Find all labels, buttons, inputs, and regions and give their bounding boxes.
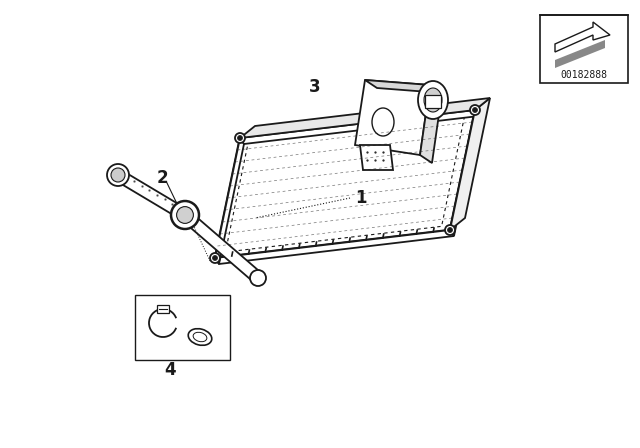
Polygon shape <box>420 85 442 163</box>
Polygon shape <box>450 110 479 236</box>
Polygon shape <box>157 305 169 313</box>
Text: 00182888: 00182888 <box>561 70 607 80</box>
Polygon shape <box>240 110 479 144</box>
Circle shape <box>235 133 245 143</box>
Polygon shape <box>181 211 262 283</box>
Ellipse shape <box>418 81 448 119</box>
Circle shape <box>210 253 220 263</box>
Circle shape <box>111 168 125 182</box>
Polygon shape <box>555 40 605 68</box>
Circle shape <box>237 135 243 141</box>
Polygon shape <box>215 138 244 264</box>
Polygon shape <box>555 22 610 52</box>
Circle shape <box>177 207 193 224</box>
Circle shape <box>250 270 266 286</box>
Ellipse shape <box>424 88 442 112</box>
Circle shape <box>472 108 477 112</box>
Text: 1: 1 <box>355 189 367 207</box>
Polygon shape <box>115 170 188 220</box>
Circle shape <box>212 255 218 260</box>
Polygon shape <box>425 95 441 108</box>
Text: 4: 4 <box>164 361 176 379</box>
Text: 3: 3 <box>309 78 321 96</box>
Polygon shape <box>365 80 442 93</box>
Circle shape <box>107 164 129 186</box>
Circle shape <box>445 225 455 235</box>
Bar <box>135 295 230 360</box>
Polygon shape <box>450 98 490 230</box>
Circle shape <box>470 105 480 115</box>
Circle shape <box>171 201 199 229</box>
Text: 2: 2 <box>156 169 168 187</box>
Circle shape <box>447 228 452 233</box>
Bar <box>540 15 628 83</box>
Polygon shape <box>240 98 490 138</box>
Ellipse shape <box>372 108 394 136</box>
Polygon shape <box>360 145 393 170</box>
Polygon shape <box>355 80 430 155</box>
Polygon shape <box>215 230 454 264</box>
